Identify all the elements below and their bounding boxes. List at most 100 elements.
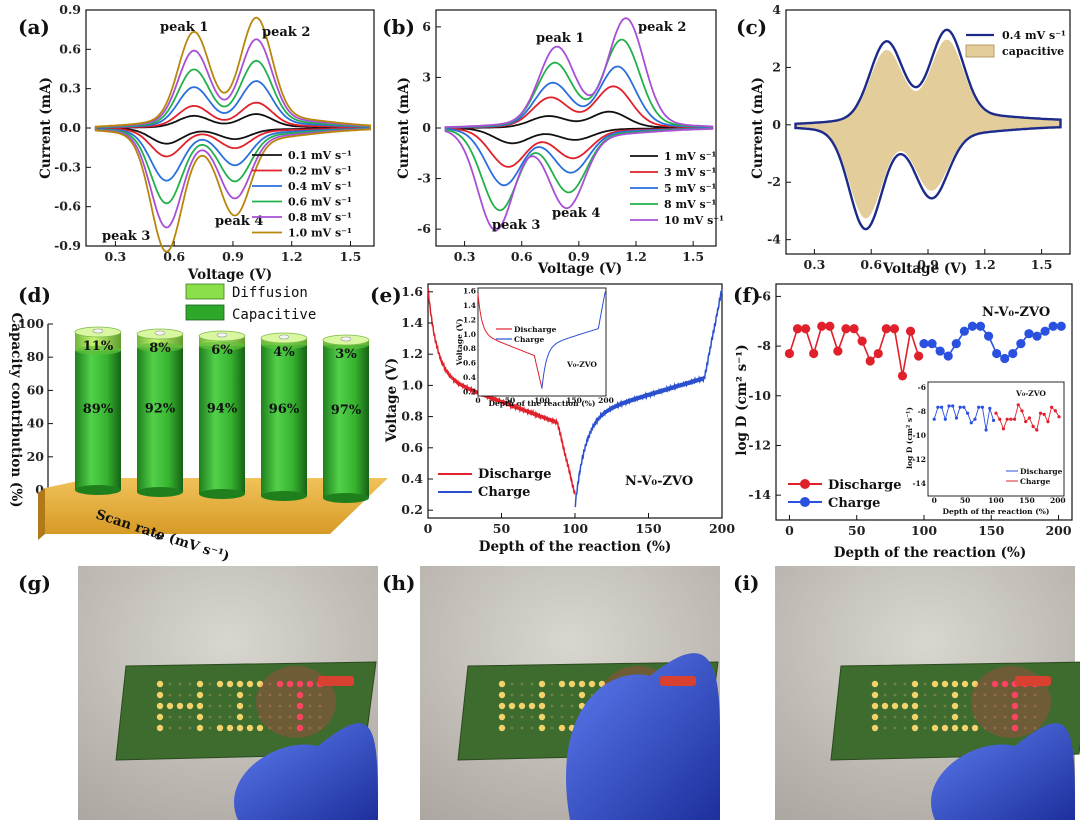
peak2-label-b: peak 2 [638, 20, 686, 35]
point-f-1 [1008, 348, 1018, 359]
inset-ytick-f: -14 [912, 479, 926, 488]
point-f-0 [849, 324, 859, 334]
a-xtick-label: 1.2 [281, 249, 303, 264]
led-off [1023, 693, 1027, 697]
led-off [510, 726, 514, 730]
glove-2 [931, 723, 1075, 820]
led-on [971, 724, 979, 732]
bar-capacitive-2 [199, 345, 245, 494]
led-on [236, 691, 244, 699]
chart-d: 1008060402000.20.40.60.81.0 11%89%8%92%6… [8, 283, 388, 565]
b-xtick-label: 0.6 [511, 249, 533, 264]
e-xtick-label: 50 [493, 521, 511, 536]
led-on [598, 680, 606, 688]
led-off [268, 693, 272, 697]
led-off [178, 682, 182, 686]
led-on [538, 713, 546, 721]
bar-terminal-3 [278, 334, 290, 340]
inset-ytick-e: 1.4 [463, 301, 476, 310]
led-off [168, 715, 172, 719]
inset-annotation-f: V₀-ZVO [1015, 389, 1046, 398]
legend-label-a-1: 0.2 mV s⁻¹ [288, 165, 352, 178]
led-on [498, 680, 506, 688]
point-f-1 [1024, 329, 1034, 339]
legend-label-a-0: 0.1 mV s⁻¹ [288, 149, 352, 162]
circuit-board-2 [830, 661, 1080, 761]
peak3-label-b: peak 3 [492, 218, 540, 233]
point-f-1 [935, 346, 945, 356]
led-off [883, 693, 887, 697]
led-off [218, 715, 222, 719]
led-off [983, 693, 987, 697]
point-f-1 [983, 331, 994, 341]
led-off [228, 693, 232, 697]
bar-split-2 [199, 341, 245, 351]
legend-swatch-d1 [185, 304, 225, 321]
led-off [883, 715, 887, 719]
led-off [268, 726, 272, 730]
led-off [963, 693, 967, 697]
f-xtick-label: 100 [911, 523, 937, 538]
led-off [1003, 726, 1007, 730]
led-on [518, 702, 526, 710]
led-off [923, 704, 927, 708]
inset-point-f-1 [1005, 417, 1009, 421]
chart-e: 0 50 100 150 200 1.6 1.4 1.2 1.0 0.8 0.6 0.4 0.2 Dep… [384, 283, 735, 555]
inset-xtick-e: 50 [505, 396, 515, 405]
led-on [156, 702, 164, 710]
bar-terminal-0 [92, 328, 104, 334]
a-xtick-label: 1.5 [340, 249, 362, 264]
led-on [911, 702, 919, 710]
panel-label-b: (b) [382, 15, 415, 39]
ylabel-e: Voltage (V) [384, 358, 400, 443]
e-xtick-label: 200 [709, 521, 735, 536]
legend-label-b-1: 3 mV s⁻¹ [664, 166, 716, 179]
led-on [911, 724, 919, 732]
inset-point-f-0 [951, 404, 955, 408]
chart-f: 0 50 100 150 200 -6 -8 -10 -12 -14 Depth of the r… [734, 283, 1073, 561]
led-on [951, 691, 959, 699]
led-off [893, 682, 897, 686]
led-off [1023, 715, 1027, 719]
c-xtick-label: 1.2 [974, 257, 996, 272]
led-off [510, 693, 514, 697]
inset-point-f-0 [969, 421, 973, 425]
cv-curve-b-4 [444, 17, 714, 232]
inset-xlabel-e: Depth of the reaction (%) [489, 399, 596, 408]
inset-ytick-f: -12 [912, 455, 926, 464]
bar-capacitive-3 [261, 344, 307, 496]
inset-legend-label-f0: Discharge [1020, 467, 1063, 476]
inset-ytick-e: 0.6 [463, 359, 476, 368]
led-on [951, 680, 959, 688]
series-line-f-0 [788, 325, 920, 377]
led-off [903, 715, 907, 719]
led-off [550, 715, 554, 719]
led-off [208, 715, 212, 719]
inset-ytick-e: 0.2 [463, 387, 476, 396]
point-f-0 [881, 324, 891, 334]
bar-label-diffusion-2: 6% [211, 343, 233, 358]
led-off [903, 726, 907, 730]
legend-label-d1: Capacitive [232, 307, 316, 323]
inset-ytick-e: 1.6 [463, 287, 476, 296]
xlabel-a: Voltage (V) [187, 267, 272, 283]
xlabel-e: Depth of the reaction (%) [479, 539, 672, 555]
d-ytick-label: 0 [35, 482, 44, 497]
led-off [943, 715, 947, 719]
legend-label-b-0: 1 mV s⁻¹ [664, 150, 716, 163]
led-off [923, 693, 927, 697]
bar-bottom-0 [75, 485, 121, 495]
led-off [973, 704, 977, 708]
point-f-1 [927, 339, 937, 349]
b-ytick-label: 3 [422, 69, 431, 84]
inset-ytick-f: -10 [912, 431, 926, 440]
led-off [530, 715, 534, 719]
panel-label-d: (d) [18, 283, 51, 307]
led-off [268, 715, 272, 719]
discharge-curve-e [427, 288, 576, 495]
led-off [560, 693, 564, 697]
a-xtick-label: 0.9 [222, 249, 244, 264]
ylabel-f: log D (cm² s⁻¹) [734, 344, 750, 455]
led-on [156, 713, 164, 721]
inset-point-f-1 [1016, 403, 1020, 407]
